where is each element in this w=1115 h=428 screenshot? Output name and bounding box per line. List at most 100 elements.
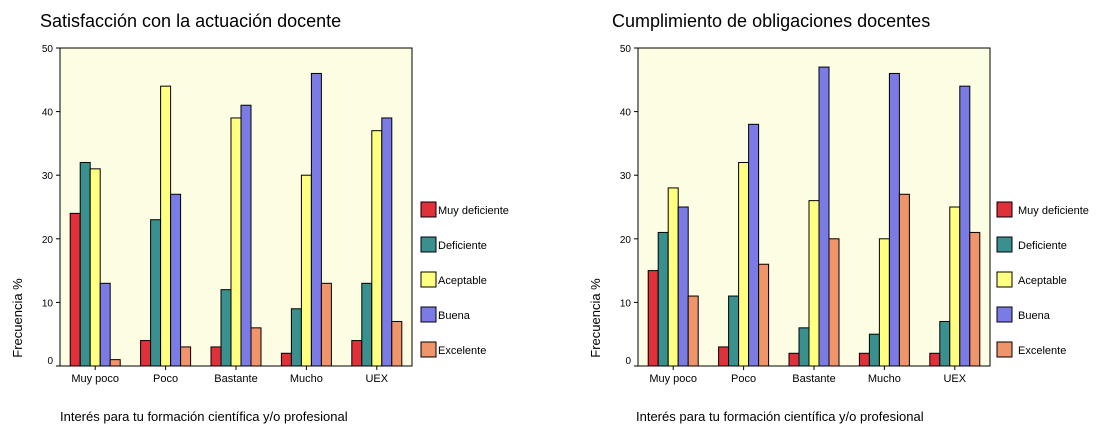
bar-muy-deficiente [858,352,870,367]
x-tick-label: Poco [153,373,178,385]
y-tick-label: 0 [625,356,631,367]
bar-aceptable [949,206,961,367]
bar-deficiente [79,161,91,367]
y-tick-label: 50 [42,44,54,55]
bar-excelente [687,295,699,367]
bar-muy-deficiente [280,352,292,367]
legend-label: Muy deficiente [1018,205,1089,217]
bar-muy-deficiente [140,340,152,367]
bar-buena [310,72,322,367]
bar-muy-deficiente [351,340,363,367]
y-axis-label: Frecuencia % [10,278,25,358]
legend-label: Buena [1018,310,1051,322]
legend-swatch [996,201,1013,218]
legend-label: Excelente [1018,345,1066,357]
bar-excelente [758,263,770,367]
bar-buena [959,85,971,367]
bar-deficiente [220,289,232,367]
bar-buena [677,206,689,367]
legend-swatch [996,271,1013,288]
x-tick-label: Muy poco [649,373,697,385]
legend-swatch [420,201,437,218]
bar-buena [99,282,111,367]
bar-buena [818,66,830,367]
y-tick-label: 10 [620,298,632,309]
bar-excelente [969,231,981,367]
chart-title: Cumplimiento de obligaciones docentes [612,11,930,31]
bar-aceptable [808,200,820,367]
legend-label: Buena [438,310,471,322]
bar-excelente [391,320,403,367]
y-tick-label: 40 [620,108,632,119]
legend-label: Excelente [438,345,486,357]
y-tick-label: 30 [42,171,54,182]
x-tick-label: UEX [943,373,966,385]
bar-buena [888,72,900,367]
chart-1: Satisfacción con la actuación docente 0 10… [10,11,509,424]
y-tick-label: 10 [42,298,54,309]
legend-swatch [996,341,1013,358]
bar-deficiente [798,327,810,367]
y-tick-label: 0 [47,356,53,367]
x-tick-label: Bastante [792,373,835,385]
bar-deficiente [939,320,951,367]
bar-buena [170,193,182,367]
legend-label: Deficiente [1018,240,1067,252]
bar-excelente [109,359,121,367]
y-tick-label: 20 [620,235,632,246]
legend-swatch [996,306,1013,323]
x-tick-label: Bastante [214,373,257,385]
legend-label: Aceptable [438,275,487,287]
legend-swatch [420,341,437,358]
bar-buena [240,104,252,367]
bar-excelente [180,346,192,367]
bar-aceptable [300,174,312,367]
bar-aceptable [89,168,101,367]
bar-muy-deficiente [69,212,81,367]
y-tick-label: 20 [42,235,54,246]
bar-aceptable [230,117,242,367]
bar-aceptable [738,161,750,367]
bar-deficiente [361,282,373,367]
x-tick-label: Poco [731,373,756,385]
bar-muy-deficiente [718,346,730,367]
bar-excelente [898,193,910,367]
bar-excelente [828,238,840,367]
bar-deficiente [868,333,880,367]
bar-aceptable [878,238,890,367]
bar-deficiente [657,231,669,367]
chart-title: Satisfacción con la actuación docente [40,11,341,31]
x-tick-label: UEX [365,373,388,385]
x-tick-label: Mucho [868,373,901,385]
legend-label: Deficiente [438,240,487,252]
bar-aceptable [160,85,172,367]
bar-aceptable [667,187,679,367]
bar-buena [748,123,760,367]
y-tick-label: 50 [620,44,632,55]
x-axis-label: Interés para tu formación científica y/o… [636,409,924,424]
bar-buena [381,117,393,367]
bar-excelente [320,282,332,367]
chart-2: Cumplimiento de obligaciones docentes 0 10… [588,11,1089,424]
y-tick-label: 30 [620,171,632,182]
bar-deficiente [290,308,302,367]
x-axis-label: Interés para tu formación científica y/o… [60,409,348,424]
bar-muy-deficiente [647,270,659,367]
bar-deficiente [728,295,740,367]
legend-swatch [420,306,437,323]
x-tick-label: Muy poco [71,373,119,385]
legend-label: Muy deficiente [438,205,509,217]
legend-swatch [996,236,1013,253]
legend-label: Aceptable [1018,275,1067,287]
bar-muy-deficiente [788,352,800,367]
bar-excelente [250,327,262,367]
bar-deficiente [150,219,162,367]
x-tick-label: Mucho [290,373,323,385]
legend-swatch [420,236,437,253]
legend-swatch [420,271,437,288]
y-tick-label: 40 [42,108,54,119]
y-axis-label: Frecuencia % [588,278,603,358]
bar-muy-deficiente [929,352,941,367]
